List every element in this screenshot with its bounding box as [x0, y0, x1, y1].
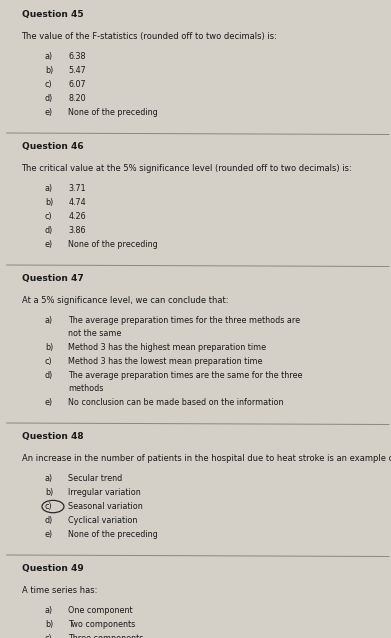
- Text: b): b): [45, 488, 53, 497]
- Text: The average preparation times for the three methods are: The average preparation times for the th…: [68, 316, 301, 325]
- Text: e): e): [45, 398, 53, 407]
- Text: b): b): [45, 66, 53, 75]
- Text: methods: methods: [68, 384, 104, 393]
- Text: c): c): [45, 502, 53, 511]
- Text: a): a): [45, 474, 53, 483]
- Text: d): d): [45, 371, 53, 380]
- Text: Irregular variation: Irregular variation: [68, 488, 141, 497]
- Text: e): e): [45, 530, 53, 539]
- Text: a): a): [45, 184, 53, 193]
- Text: c): c): [45, 634, 53, 638]
- Text: The critical value at the 5% significance level (rounded off to two decimals) is: The critical value at the 5% significanc…: [22, 164, 352, 173]
- Text: None of the preceding: None of the preceding: [68, 240, 158, 249]
- Text: Secular trend: Secular trend: [68, 474, 123, 483]
- Text: 4.26: 4.26: [68, 212, 86, 221]
- Text: Method 3 has the highest mean preparation time: Method 3 has the highest mean preparatio…: [68, 343, 267, 352]
- Text: Three components: Three components: [68, 634, 144, 638]
- Text: a): a): [45, 316, 53, 325]
- Text: c): c): [45, 212, 53, 221]
- Text: 8.20: 8.20: [68, 94, 86, 103]
- Text: b): b): [45, 620, 53, 629]
- Text: c): c): [45, 357, 53, 366]
- Text: A time series has:: A time series has:: [22, 586, 97, 595]
- Text: At a 5% significance level, we can conclude that:: At a 5% significance level, we can concl…: [22, 296, 228, 305]
- Text: Seasonal variation: Seasonal variation: [68, 502, 143, 511]
- Text: 3.86: 3.86: [68, 226, 86, 235]
- Text: d): d): [45, 94, 53, 103]
- Text: a): a): [45, 52, 53, 61]
- Text: Question 45: Question 45: [22, 10, 83, 19]
- Text: Question 49: Question 49: [22, 564, 83, 573]
- Text: An increase in the number of patients in the hospital due to heat stroke is an e: An increase in the number of patients in…: [22, 454, 391, 463]
- Text: 5.47: 5.47: [68, 66, 86, 75]
- Text: d): d): [45, 516, 53, 525]
- Text: The value of the F-statistics (rounded off to two decimals) is:: The value of the F-statistics (rounded o…: [22, 32, 277, 41]
- Text: c): c): [45, 80, 53, 89]
- Text: None of the preceding: None of the preceding: [68, 108, 158, 117]
- Text: None of the preceding: None of the preceding: [68, 530, 158, 539]
- Text: e): e): [45, 108, 53, 117]
- Text: a): a): [45, 606, 53, 615]
- Text: 6.38: 6.38: [68, 52, 86, 61]
- Text: Method 3 has the lowest mean preparation time: Method 3 has the lowest mean preparation…: [68, 357, 263, 366]
- Text: 3.71: 3.71: [68, 184, 86, 193]
- Text: 6.07: 6.07: [68, 80, 86, 89]
- Text: e): e): [45, 240, 53, 249]
- Text: Question 46: Question 46: [22, 142, 83, 151]
- Text: 4.74: 4.74: [68, 198, 86, 207]
- Text: Cyclical variation: Cyclical variation: [68, 516, 138, 525]
- Text: b): b): [45, 343, 53, 352]
- Text: b): b): [45, 198, 53, 207]
- Text: One component: One component: [68, 606, 133, 615]
- Text: Question 47: Question 47: [22, 274, 83, 283]
- Text: The average preparation times are the same for the three: The average preparation times are the sa…: [68, 371, 303, 380]
- Text: d): d): [45, 226, 53, 235]
- Text: No conclusion can be made based on the information: No conclusion can be made based on the i…: [68, 398, 284, 407]
- Text: not the same: not the same: [68, 329, 122, 338]
- Text: Two components: Two components: [68, 620, 136, 629]
- Text: Question 48: Question 48: [22, 432, 83, 441]
